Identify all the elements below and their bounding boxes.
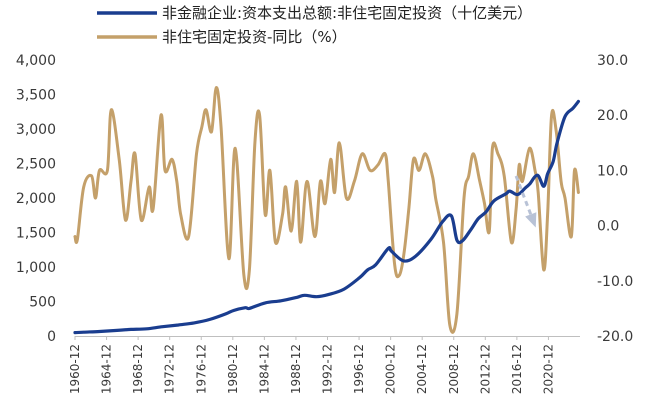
x-tick-label: 1972-12	[163, 344, 177, 394]
trend-arrow-head	[525, 212, 537, 228]
x-tick-label: 2016-12	[510, 344, 524, 394]
x-tick-label: 1992-12	[321, 344, 335, 394]
y-left-tick-label: 0	[47, 329, 56, 345]
y-left-tick-label: 3,000	[16, 122, 56, 138]
series-line-capex	[73, 99, 580, 335]
x-ticks: 1960-12 1964-12 1968-12 1972-12 1976-12 1980-…	[68, 336, 555, 394]
trend-arrow	[514, 175, 537, 228]
series-line-yoy	[73, 86, 580, 334]
x-tick-label: 2012-12	[478, 344, 492, 394]
legend-label-yoy: 非住宅固定投资-同比（%）	[162, 28, 347, 46]
x-tick-label: 1960-12	[68, 344, 82, 394]
y-left-tick-label: 2,000	[16, 191, 56, 207]
x-tick-label: 1980-12	[226, 344, 240, 394]
series	[73, 86, 580, 335]
y-left-tick-label: 1,500	[16, 226, 56, 242]
legend: 非金融企业:资本支出总额:非住宅固定投资（十亿美元） 非住宅固定投资-同比（%）	[97, 4, 532, 46]
x-tick-label: 2008-12	[447, 344, 461, 394]
y-left-tick-label: 500	[29, 295, 56, 311]
x-tick-label: 2004-12	[415, 344, 429, 394]
x-tick-label: 1964-12	[100, 344, 114, 394]
x-tick-label: 1976-12	[194, 344, 208, 394]
y-right-ticks: -20.0 -10.0 0.0 10.0 20.0 30.0	[597, 53, 633, 345]
legend-label-capex: 非金融企业:资本支出总额:非住宅固定投资（十亿美元）	[162, 4, 532, 22]
y-left-tick-label: 3,500	[16, 88, 56, 104]
y-right-tick-label: -10.0	[597, 274, 633, 290]
y-left-tick-label: 1,000	[16, 260, 56, 276]
y-right-tick-label: 20.0	[597, 108, 628, 124]
y-left-tick-label: 4,000	[16, 53, 56, 69]
x-tick-label: 1996-12	[352, 344, 366, 394]
y-left-tick-label: 2,500	[16, 157, 56, 173]
y-right-tick-label: 30.0	[597, 53, 628, 69]
x-tick-label: 1984-12	[257, 344, 271, 394]
y-right-tick-label: 0.0	[597, 219, 619, 235]
y-right-tick-label: -20.0	[597, 329, 633, 345]
x-tick-label: 1968-12	[131, 344, 145, 394]
x-tick-label: 2020-12	[541, 344, 555, 394]
x-tick-label: 1988-12	[289, 344, 303, 394]
y-left-ticks: 0 500 1,000 1,500 2,000 2,500 3,000 3,500 4,000	[16, 53, 56, 345]
x-tick-label: 2000-12	[384, 344, 398, 394]
y-right-tick-label: 10.0	[597, 163, 628, 179]
